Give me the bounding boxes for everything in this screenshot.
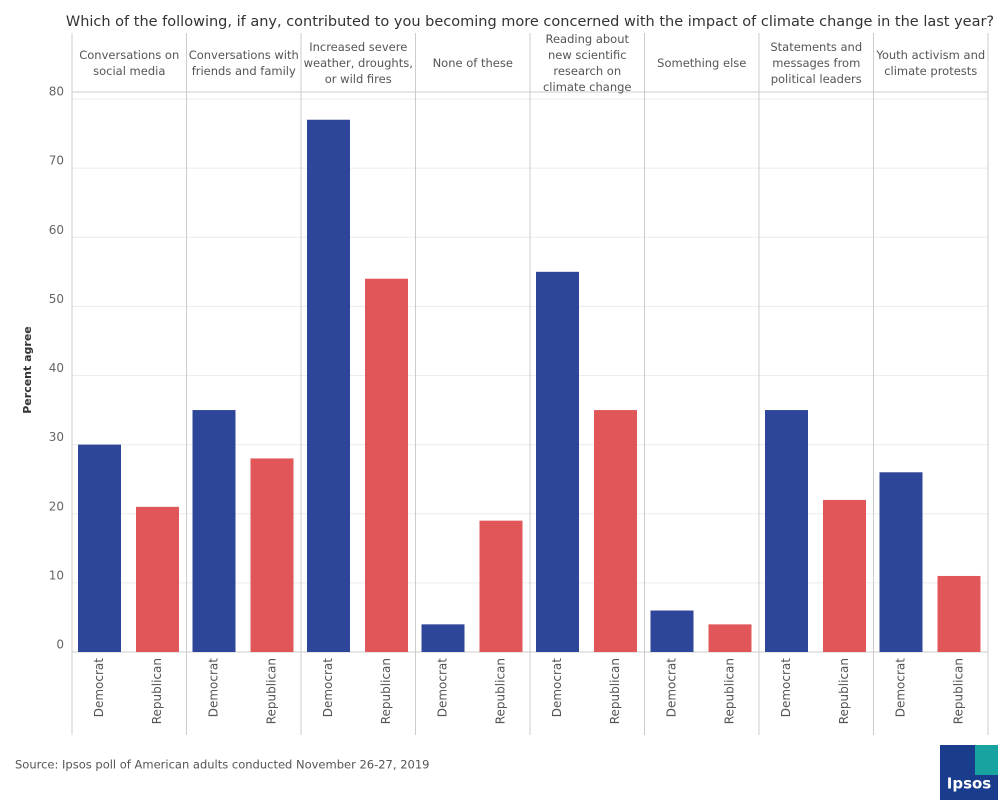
- y-tick-label: 70: [49, 154, 64, 168]
- x-tick-label: Democrat: [321, 658, 335, 718]
- panel-header: Conversations with friends and family: [188, 47, 299, 78]
- panel-header: Youth activism and climate protests: [876, 47, 986, 78]
- y-tick-label: 20: [49, 499, 64, 513]
- source: Source: Ipsos poll of American adults co…: [15, 758, 429, 772]
- x-tick-label: Democrat: [894, 658, 908, 718]
- bar: [765, 410, 808, 652]
- y-tick-label: 40: [49, 361, 64, 375]
- x-tick-label: Democrat: [665, 658, 679, 718]
- y-tick-label: 30: [49, 430, 64, 444]
- x-tick-label: Republican: [265, 658, 279, 724]
- x-tick-label: Republican: [723, 658, 737, 724]
- bar: [937, 575, 981, 652]
- logo-accent: [975, 745, 998, 775]
- bar: [421, 624, 465, 652]
- bar: [823, 499, 866, 652]
- x-tick-label: Republican: [837, 658, 851, 724]
- panel-header: Increased severe weather, droughts, or w…: [303, 39, 413, 86]
- bar: [365, 278, 408, 652]
- bar: [307, 119, 350, 653]
- chart-title: Which of the following, if any, contribu…: [66, 14, 994, 30]
- panel-header: Conversations on social media: [79, 47, 180, 78]
- y-tick-label: 0: [56, 638, 64, 652]
- panel-header: Statements and messages from political l…: [770, 39, 863, 86]
- bar: [479, 520, 523, 652]
- bar: [594, 410, 637, 652]
- panel-header: Something else: [657, 55, 747, 70]
- panel-header: None of these: [432, 55, 513, 70]
- bar: [250, 458, 294, 652]
- bar: [708, 624, 752, 652]
- x-tick-label: Democrat: [550, 658, 564, 718]
- x-tick-label: Republican: [952, 658, 966, 724]
- x-tick-label: Democrat: [92, 658, 106, 718]
- y-tick-label: 50: [49, 292, 64, 306]
- x-tick-label: Republican: [608, 658, 622, 724]
- bar: [650, 610, 694, 652]
- x-tick-label: Republican: [150, 658, 164, 724]
- x-tick-label: Democrat: [207, 658, 221, 718]
- y-tick-label: 80: [49, 85, 64, 99]
- bar: [879, 472, 923, 652]
- logo: Ipsos: [947, 775, 992, 793]
- x-tick-label: Democrat: [436, 658, 450, 718]
- x-tick-label: Democrat: [779, 658, 793, 718]
- y-tick-label: 60: [49, 223, 64, 237]
- y-tick-label: 10: [49, 568, 64, 582]
- bar: [192, 410, 236, 652]
- x-tick-label: Republican: [379, 658, 393, 724]
- bar: [136, 506, 179, 652]
- bar: [78, 444, 121, 652]
- y-axis-label: Percent agree: [21, 326, 34, 414]
- panel-header: Reading about new scientific research on…: [542, 31, 632, 94]
- bar: [536, 271, 579, 652]
- x-tick-label: Republican: [494, 658, 508, 724]
